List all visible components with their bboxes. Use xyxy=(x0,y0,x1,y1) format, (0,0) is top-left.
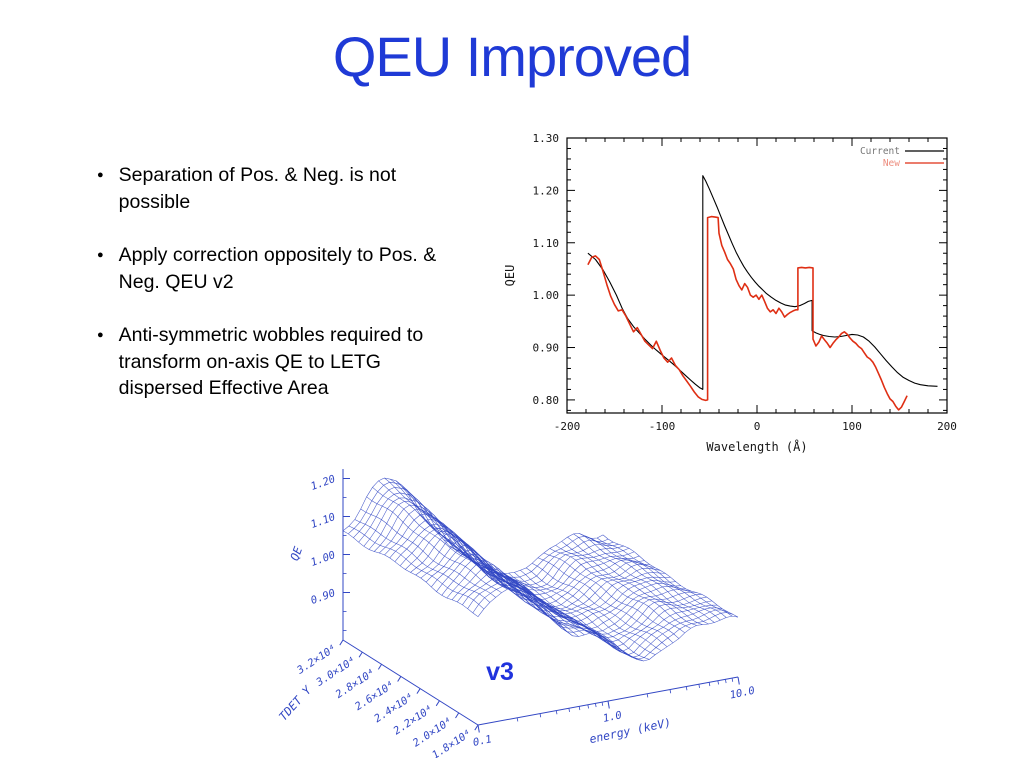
bullet-text: Apply correction oppositely to Pos. & Ne… xyxy=(118,243,437,293)
y-tick-label: 1.20 xyxy=(533,184,560,197)
bullet-text: Anti-symmetric wobbles required to trans… xyxy=(118,323,424,400)
x-tick-label: -100 xyxy=(649,420,676,433)
y-axis-title: QEU xyxy=(503,265,517,287)
qe-tick-label: 1.00 xyxy=(309,549,337,569)
y-axis: 0.80 0.90 1.00 1.10 1.20 1.30 QEU xyxy=(503,132,947,411)
y-tick-label: 1.10 xyxy=(533,237,560,250)
slide-title: QEU Improved xyxy=(332,25,692,88)
y-tick-label: 1.00 xyxy=(533,289,560,302)
bullet-item: ● Apply correction oppositely to Pos. & … xyxy=(97,242,477,296)
energy-tick-label: 0.1 xyxy=(472,733,493,749)
qe-surface-panel: 0.1 1.0 10.0 energy (keV) 1.8×10⁴ 2.0×10⁴ 2.2×… xyxy=(268,458,788,758)
energy-tick-label: 1.0 xyxy=(602,709,623,725)
qe-tick-label: 1.10 xyxy=(309,511,337,531)
qe-tick-label: 0.90 xyxy=(309,587,337,607)
legend-label: Current xyxy=(860,146,900,157)
x-axis: -200 -100 0 100 200 Wavelength (Å) xyxy=(554,138,957,454)
series-current xyxy=(587,175,938,390)
qe-axis-title: QE xyxy=(287,545,305,563)
y-tick-label: 1.30 xyxy=(533,132,560,145)
bullet-item: ● Separation of Pos. & Neg. is not possi… xyxy=(97,162,477,216)
version-annotation: v3 xyxy=(486,658,514,686)
bullet-item: ● Anti-symmetric wobbles required to tra… xyxy=(97,322,477,403)
y-tick-label: 0.80 xyxy=(533,394,560,407)
x-axis-title: Wavelength (Å) xyxy=(706,439,807,454)
qeu-line-chart: -200 -100 0 100 200 Wavelength (Å) 0.80 0.90 1.0… xyxy=(503,132,957,454)
bullet-marker-icon: ● xyxy=(97,328,104,341)
legend-label: New xyxy=(883,158,900,169)
energy-tick-label: 10.0 xyxy=(729,685,756,702)
bullet-list: ● Separation of Pos. & Neg. is not possi… xyxy=(97,162,477,428)
x-tick-label: 200 xyxy=(937,420,957,433)
qeu-chart-panel: -200 -100 0 100 200 Wavelength (Å) 0.80 0.90 1.0… xyxy=(492,118,992,463)
bullet-marker-icon: ● xyxy=(97,169,104,181)
energy-axis-title: energy (keV) xyxy=(588,715,672,746)
series-new xyxy=(587,215,908,411)
bullet-text: Separation of Pos. & Neg. is not possibl… xyxy=(118,164,397,213)
plot-frame xyxy=(566,137,948,414)
x-tick-label: 0 xyxy=(754,420,761,433)
series-lines xyxy=(587,175,938,411)
y-tick-label: 0.90 xyxy=(533,342,560,355)
x-tick-label: -200 xyxy=(554,420,581,433)
x-tick-label: 100 xyxy=(842,420,862,433)
qe-tick-label: 1.20 xyxy=(309,473,337,493)
bullet-marker-icon: ● xyxy=(97,248,104,261)
tdet-axis-title: TDET Y xyxy=(276,682,315,723)
surface-mesh xyxy=(342,477,739,662)
surface-axes xyxy=(339,469,740,733)
